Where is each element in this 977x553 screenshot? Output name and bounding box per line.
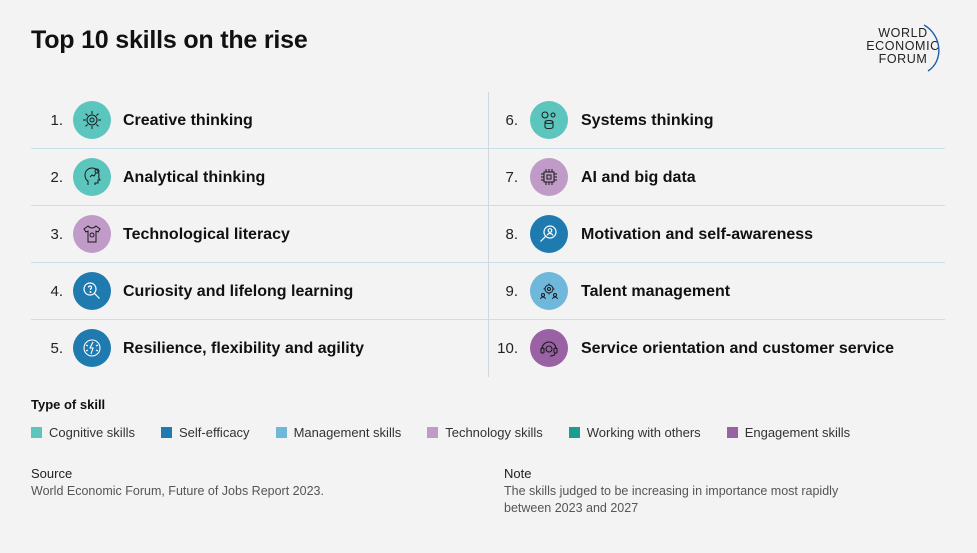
- head-chart-icon: [73, 158, 111, 196]
- legend-item-engagement: Engagement skills: [726, 425, 851, 440]
- logo-line-3: FORUM: [878, 52, 928, 66]
- note-text: The skills judged to be increasing in im…: [504, 484, 839, 515]
- legend-item-working-with-others: Working with others: [568, 425, 701, 440]
- logo-line-2: ECONOMIC: [866, 39, 940, 53]
- legend-label: Engagement skills: [744, 425, 851, 440]
- skill-row: 7. AI and big data: [489, 149, 945, 206]
- legend-swatch: [160, 427, 172, 438]
- skill-rank: 8.: [505, 226, 518, 243]
- skill-row: 3. Technological literacy: [31, 206, 488, 263]
- legend-swatch: [726, 427, 738, 438]
- skill-label: Systems thinking: [581, 112, 714, 129]
- chip-icon: [530, 158, 568, 196]
- legend-swatch: [568, 427, 580, 438]
- shirt-gear-icon: [73, 215, 111, 253]
- skill-rank: 4.: [50, 283, 63, 300]
- logo-line-1: WORLD: [878, 26, 928, 40]
- legend-label: Cognitive skills: [49, 425, 135, 440]
- skill-row: 6. Systems thinking: [489, 92, 945, 149]
- skill-row: 10. Service orientation and customer ser…: [489, 320, 945, 377]
- skill-label: Creative thinking: [123, 112, 253, 129]
- skill-rank: 7.: [505, 169, 518, 186]
- legend: Cognitive skills Self-efficacy Managemen…: [31, 425, 876, 440]
- skill-rank: 10.: [497, 340, 518, 357]
- headset-icon: [530, 329, 568, 367]
- skill-label: Technological literacy: [123, 226, 290, 243]
- legend-item-management: Management skills: [275, 425, 402, 440]
- legend-swatch: [31, 427, 42, 438]
- skill-rank: 2.: [50, 169, 63, 186]
- skill-rank: 1.: [50, 112, 63, 129]
- skill-row: 1. Creative thinking: [31, 92, 488, 149]
- skill-row: 9. Talent management: [489, 263, 945, 320]
- legend-label: Technology skills: [445, 425, 543, 440]
- source-heading: Source: [31, 466, 73, 481]
- skill-row: 5. Resilience, flexibility and agility: [31, 320, 488, 377]
- page-title: Top 10 skills on the rise: [31, 26, 308, 54]
- skill-label: Analytical thinking: [123, 169, 266, 186]
- logo-arc-icon: [923, 24, 940, 72]
- skill-rank: 9.: [505, 283, 518, 300]
- skill-label: Motivation and self-awareness: [581, 226, 814, 243]
- skill-rank: 5.: [50, 340, 63, 357]
- source-text: World Economic Forum, Future of Jobs Rep…: [31, 484, 324, 498]
- people-gear-icon: [530, 272, 568, 310]
- skill-row: 4. Curiosity and lifelong learning: [31, 263, 488, 320]
- legend-label: Working with others: [586, 425, 701, 440]
- legend-label: Management skills: [293, 425, 402, 440]
- magnifier-question-icon: [73, 272, 111, 310]
- gears-database-icon: [530, 101, 568, 139]
- skill-label: Service orientation and customer service: [581, 340, 895, 357]
- skills-column-left: 1. Creative thinking 2. Analytical think…: [31, 92, 488, 377]
- note-heading: Note: [504, 466, 532, 481]
- lightbulb-gear-icon: [73, 101, 111, 139]
- legend-title: Type of skill: [31, 397, 106, 412]
- legend-item-cognitive: Cognitive skills: [31, 425, 135, 440]
- skill-label: Talent management: [581, 283, 731, 300]
- head-lightning-icon: [73, 329, 111, 367]
- legend-item-technology: Technology skills: [427, 425, 543, 440]
- skills-column-right: 6. Systems thinking 7. AI and big data 8…: [488, 92, 945, 377]
- wef-logo: WORLD ECONOMIC FORUM: [858, 24, 948, 72]
- legend-item-self-efficacy: Self-efficacy: [160, 425, 250, 440]
- skill-label: Resilience, flexibility and agility: [123, 340, 364, 357]
- skill-label: Curiosity and lifelong learning: [123, 283, 354, 300]
- skill-rank: 3.: [50, 226, 63, 243]
- skill-row: 2. Analytical thinking: [31, 149, 488, 206]
- magnifier-person-icon: [530, 215, 568, 253]
- skill-label: AI and big data: [581, 169, 696, 186]
- skill-row: 8. Motivation and self-awareness: [489, 206, 945, 263]
- legend-label: Self-efficacy: [178, 425, 250, 440]
- legend-swatch: [427, 427, 439, 438]
- legend-swatch: [275, 427, 287, 438]
- skill-rank: 6.: [505, 112, 518, 129]
